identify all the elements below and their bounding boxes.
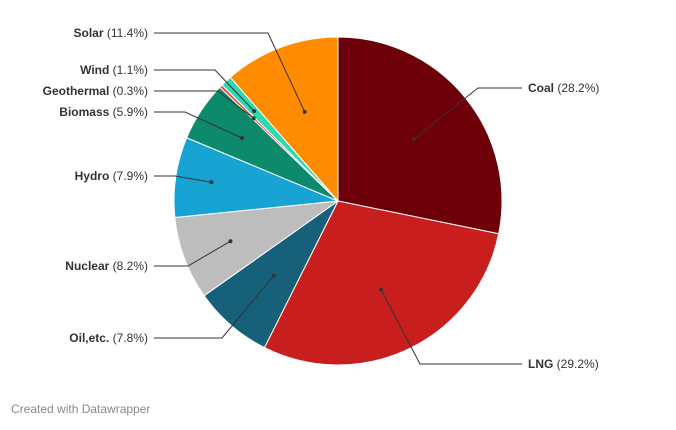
leader-dot-nuclear xyxy=(228,239,233,244)
slice-label-value: (28.2%) xyxy=(554,81,599,95)
slice-label-name: Solar xyxy=(74,26,104,40)
slice-label-biomass: Biomass (5.9%) xyxy=(59,105,148,119)
leader-dot-biomass xyxy=(240,136,244,140)
slice-label-name: Wind xyxy=(80,63,109,77)
leader-dot-coal xyxy=(412,136,417,141)
slice-label-name: Coal xyxy=(528,81,554,95)
slice-label-value: (0.3%) xyxy=(109,84,148,98)
slice-label-name: Geothermal xyxy=(43,84,110,98)
pie-slices xyxy=(173,36,503,366)
leader-line-solar xyxy=(154,32,306,113)
slice-label-solar: Solar (11.4%) xyxy=(74,26,148,40)
leader-line-lng xyxy=(380,289,522,365)
pie-slice-lng xyxy=(263,200,500,366)
slice-label-name: LNG xyxy=(528,357,553,371)
slice-label-value: (29.2%) xyxy=(553,357,598,371)
slice-label-value: (7.8%) xyxy=(109,331,148,345)
leader-line-coal xyxy=(413,87,522,140)
leader-line-hydro xyxy=(154,175,212,183)
leader-line-wind xyxy=(154,69,255,112)
slice-label-coal: Coal (28.2%) xyxy=(528,81,599,95)
pie-labels: Coal (28.2%) LNG (29.2%) Oil,etc. (7.8%) Nu… xyxy=(43,26,600,371)
slice-label-value: (5.9%) xyxy=(109,105,148,119)
leader-line-geothermal xyxy=(154,90,255,119)
slice-label-wind: Wind (1.1%) xyxy=(80,63,148,77)
slice-label-name: Hydro xyxy=(75,169,110,183)
leader-dot-lng xyxy=(379,287,383,292)
slice-label-hydro: Hydro (7.9%) xyxy=(75,169,148,183)
slice-label-value: (7.9%) xyxy=(109,169,148,183)
slice-label-geothermal: Geothermal (0.3%) xyxy=(43,84,148,98)
leader-dot-geothermal xyxy=(251,116,256,121)
slice-label-name: Oil,etc. xyxy=(69,331,109,345)
pie-slice-solar xyxy=(229,36,339,202)
leader-dot-oil-etc xyxy=(271,273,276,278)
leader-dot-hydro xyxy=(209,180,214,185)
credit-text: Created with Datawrapper xyxy=(11,402,151,416)
slice-label-value: (1.1%) xyxy=(109,63,148,77)
slice-label-nuclear: Nuclear (8.2%) xyxy=(65,259,148,273)
slice-label-value: (11.4%) xyxy=(104,26,148,40)
slice-label-oil-etc: Oil,etc. (7.8%) xyxy=(69,331,148,345)
slice-label-value: (8.2%) xyxy=(109,259,148,273)
leader-line-nuclear xyxy=(154,240,231,267)
slice-label-name: Biomass xyxy=(59,105,109,119)
leader-dot-solar xyxy=(302,109,307,114)
slice-label-name: Nuclear xyxy=(65,259,109,273)
leader-line-oil-etc xyxy=(154,275,275,339)
leader-dot-wind xyxy=(252,109,257,114)
slice-label-lng: LNG (29.2%) xyxy=(528,357,599,371)
pie-slice-coal xyxy=(337,36,503,235)
leader-line-biomass xyxy=(154,111,243,139)
